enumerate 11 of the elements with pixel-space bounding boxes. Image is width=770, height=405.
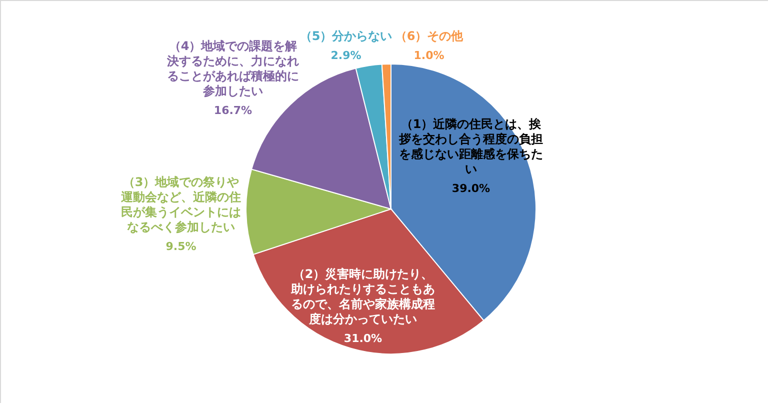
slice-label: （6）その他 [394, 29, 464, 43]
data-label: 2.9% [330, 49, 362, 62]
data-label: 1.0% [414, 49, 444, 62]
data-label: 9.5% [166, 240, 196, 253]
slice-label: （5）分からない [300, 29, 392, 43]
data-label: 16.7% [214, 104, 252, 117]
slice-label: （2）災害時に助けたり、助けられたりすることもあるので、名前や家族構成程度は分かっていたい [290, 267, 435, 326]
data-label: 31.0% [344, 332, 382, 345]
slice-label: （3）地域での祭りや運動会など、近隣の住民が集うイベントにはなるべく参加したい [120, 175, 241, 234]
slice-label: （4）地域での課題を解決するために、力になれることがあれば積極的に参加したい [166, 39, 299, 98]
data-label: 39.0% [452, 182, 490, 195]
